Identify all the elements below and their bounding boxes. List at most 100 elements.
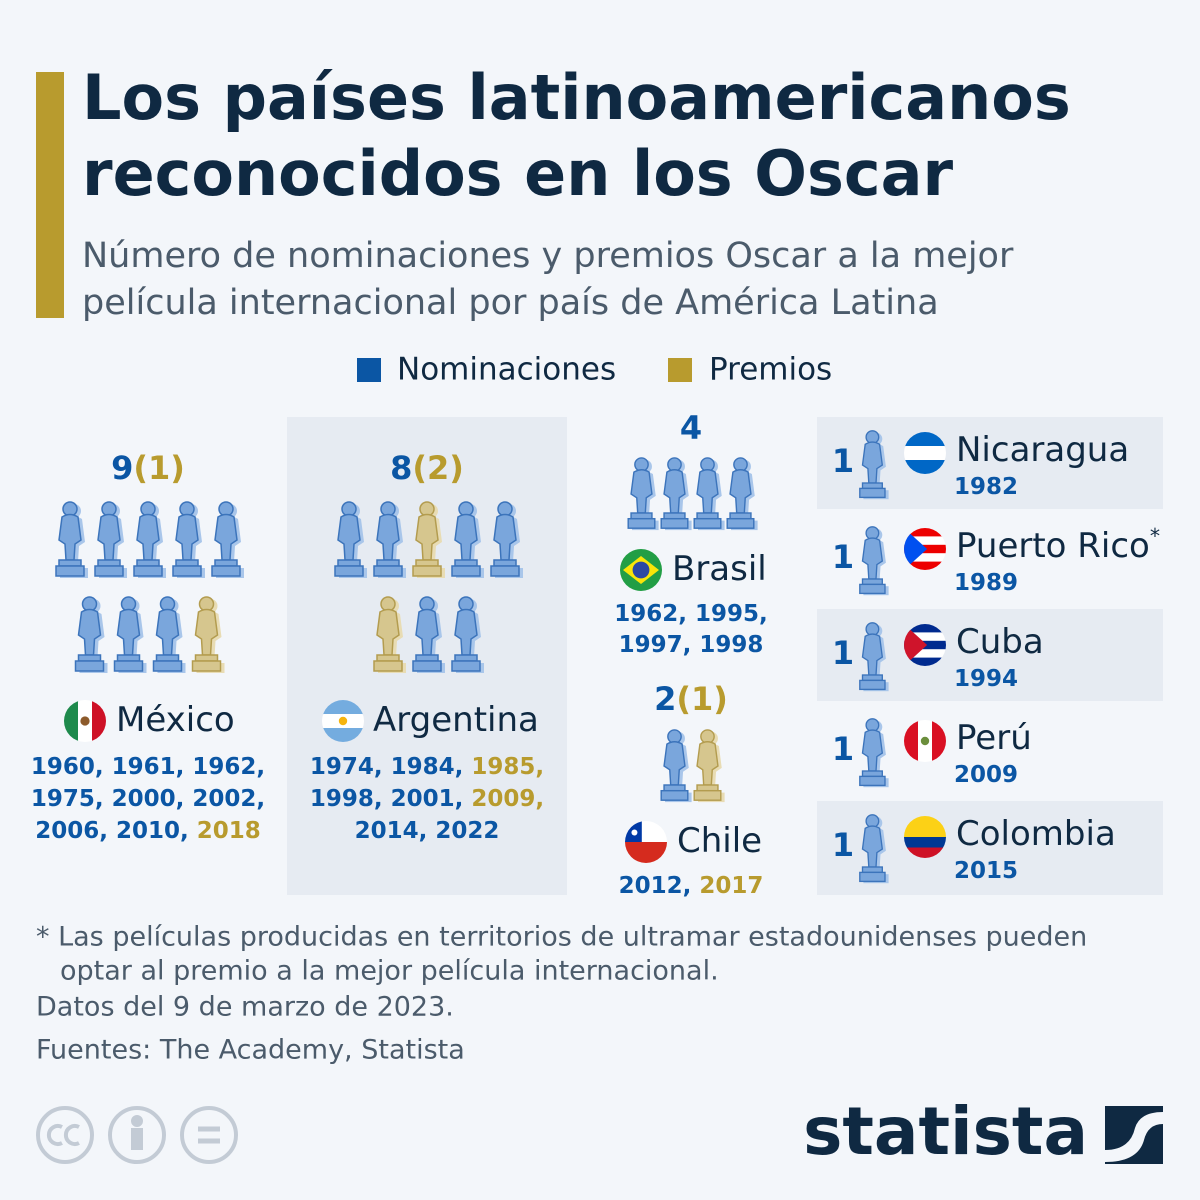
statue-body [175,513,199,561]
statue-base [412,660,442,672]
count-label: 1 [832,442,854,480]
statue-base [337,559,361,567]
statue [859,526,889,596]
year: 1984, [391,754,464,780]
year: 1994 [954,666,1018,692]
year-line: 2012, 2017 [619,873,764,899]
country-name: Argentina [373,700,539,740]
flag-emblem [920,736,930,746]
awards: (1) [676,680,728,718]
flag-stripe [625,842,667,863]
statue-body [136,513,160,561]
statue [94,501,127,578]
flag-stripe [904,553,946,563]
statue-base [861,866,883,874]
statue [412,501,445,578]
year: 2014, [355,818,428,844]
license-icons [36,1106,238,1164]
statue-body [214,513,238,561]
year: 1962, [614,601,687,627]
year: 2000, [112,786,185,812]
flag-stripe [904,837,946,848]
awards: (2) [412,449,464,487]
flag-stripe [904,649,946,659]
statue-base [412,565,442,577]
year: 1974, [310,754,383,780]
flag [64,700,106,742]
flag [620,549,662,591]
year-line: 2015 [954,858,1018,884]
statue [726,457,758,531]
country-name-text: Chile [677,821,762,861]
count-label: 1 [832,538,854,576]
statue-base [77,654,102,662]
statue [133,501,166,578]
statue [859,430,889,500]
nominations: 2 [654,680,676,718]
statue-base [74,660,105,672]
statue [490,501,523,578]
statue-base [660,789,689,801]
statue-body [97,513,121,561]
year-line: 1989 [954,570,1018,596]
statue-base [454,654,478,662]
statue-base [859,679,886,691]
accent-bar [36,72,64,318]
flag [904,720,946,762]
year: 1985, [471,754,544,780]
statue [334,501,367,578]
year-line: 2014, 2022 [355,818,500,844]
legend-label: Premios [709,352,832,388]
year: 1975, [31,786,104,812]
statue-body [376,513,400,561]
statue-base [859,775,886,787]
statue [191,596,225,673]
statue-base [214,559,238,567]
statue-base [490,565,520,577]
statue-base [726,517,755,529]
year: 2010, [116,818,189,844]
subtitle-line: película internacional por país de Améri… [82,283,939,323]
subtitle-line: Número de nominaciones y premios Oscar a… [82,236,1014,276]
statue [113,596,147,673]
statue-body [630,469,653,514]
statue-base [859,487,886,499]
statue-body [58,513,82,561]
statue-base [861,482,883,490]
year: 1989 [954,570,1018,596]
statue-base [415,559,439,567]
statue-body [155,608,180,656]
statue-base [136,559,160,567]
country-name: México [116,700,235,740]
statue-base [334,565,364,577]
year: 2022 [435,818,499,844]
brand-icon [1105,1106,1163,1164]
sources: Fuentes: The Academy, Statista [36,1035,465,1066]
flag [322,700,364,742]
flag [904,624,946,666]
year-line: 1975, 2000, 2002, [31,786,265,812]
flag-stripe [904,536,946,546]
title-line: reconocidos en los Oscar [82,137,953,210]
statue-body [337,513,361,561]
flag-stripe [932,720,946,762]
year-line: 2009 [954,762,1018,788]
flag-stripe [904,460,946,474]
statue-base [451,660,481,672]
statue-base [415,654,439,662]
year: 1997, [619,632,692,658]
flag-stripe [904,624,946,633]
statue [55,501,88,578]
statue-base [861,770,883,778]
year-line: 1998, 2001, 2009, [310,786,544,812]
statue-base [94,565,124,577]
flag-stripe [904,847,946,858]
statue-body [861,729,884,772]
nominations: 1 [832,730,854,768]
year: 1998, [310,786,383,812]
count-label: 2(1) [654,680,728,718]
statue-base [859,871,886,883]
statue-base [55,565,85,577]
flag-stripe [904,528,946,537]
flag-emblem [338,716,348,726]
